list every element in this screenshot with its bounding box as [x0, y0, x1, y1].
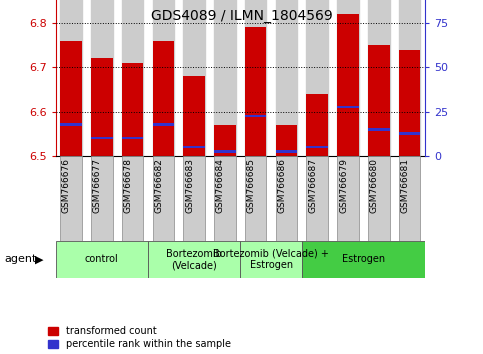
Bar [307, 94, 328, 156]
Bar [91, 58, 113, 156]
Bar [214, 150, 236, 153]
Bar [245, 156, 267, 241]
Bar [368, 45, 390, 156]
Bar [307, 156, 328, 241]
Bar [337, 14, 359, 156]
Bar [240, 241, 302, 278]
Bar [184, 156, 205, 241]
Bar [399, 156, 420, 241]
Bar [368, 128, 390, 131]
Text: control: control [85, 254, 119, 264]
Bar [122, 63, 143, 156]
Text: agent: agent [5, 254, 37, 264]
Bar [91, 156, 113, 241]
Text: GSM766685: GSM766685 [247, 158, 256, 213]
Bar [153, 41, 174, 156]
Text: GSM766676: GSM766676 [62, 158, 71, 213]
Bar [122, 156, 143, 241]
Bar [307, 145, 328, 148]
Legend: transformed count, percentile rank within the sample: transformed count, percentile rank withi… [48, 326, 231, 349]
Bar [214, 156, 236, 241]
Text: Bortezomib
(Velcade): Bortezomib (Velcade) [166, 249, 222, 270]
Text: GSM766679: GSM766679 [339, 158, 348, 213]
Bar [276, 156, 297, 241]
Text: GSM766686: GSM766686 [277, 158, 286, 213]
Text: ▶: ▶ [35, 254, 44, 264]
Text: GSM766682: GSM766682 [154, 158, 163, 213]
Bar [184, 76, 205, 156]
Text: GSM766677: GSM766677 [93, 158, 102, 213]
Text: GSM766687: GSM766687 [308, 158, 317, 213]
Bar [399, 50, 420, 156]
Bar [368, 156, 390, 241]
Text: Bortezomib (Velcade) +
Estrogen: Bortezomib (Velcade) + Estrogen [213, 249, 329, 270]
Bar [245, 0, 267, 156]
Bar [184, 0, 205, 156]
Bar [60, 124, 82, 126]
Text: GSM766680: GSM766680 [370, 158, 379, 213]
Bar [368, 0, 390, 156]
Bar [148, 241, 241, 278]
Bar [337, 156, 359, 241]
Text: GSM766678: GSM766678 [124, 158, 132, 213]
Text: GSM766681: GSM766681 [400, 158, 410, 213]
Bar [214, 0, 236, 156]
Bar [214, 125, 236, 156]
Bar [276, 0, 297, 156]
Bar [153, 156, 174, 241]
Text: GDS4089 / ILMN_1804569: GDS4089 / ILMN_1804569 [151, 9, 332, 23]
Bar [60, 156, 82, 241]
Bar [91, 137, 113, 139]
Bar [56, 241, 148, 278]
Bar [60, 0, 82, 156]
Text: Estrogen: Estrogen [342, 254, 385, 264]
Bar [399, 132, 420, 135]
Bar [153, 124, 174, 126]
Bar [245, 28, 267, 156]
Text: GSM766684: GSM766684 [216, 158, 225, 213]
Bar [60, 41, 82, 156]
Text: GSM766683: GSM766683 [185, 158, 194, 213]
Bar [122, 137, 143, 139]
Bar [399, 0, 420, 156]
Bar [91, 0, 113, 156]
Bar [184, 145, 205, 148]
Bar [276, 125, 297, 156]
Bar [337, 0, 359, 156]
Bar [153, 0, 174, 156]
Bar [337, 106, 359, 108]
Bar [307, 0, 328, 156]
Bar [302, 241, 425, 278]
Bar [122, 0, 143, 156]
Bar [276, 150, 297, 153]
Bar [245, 115, 267, 117]
